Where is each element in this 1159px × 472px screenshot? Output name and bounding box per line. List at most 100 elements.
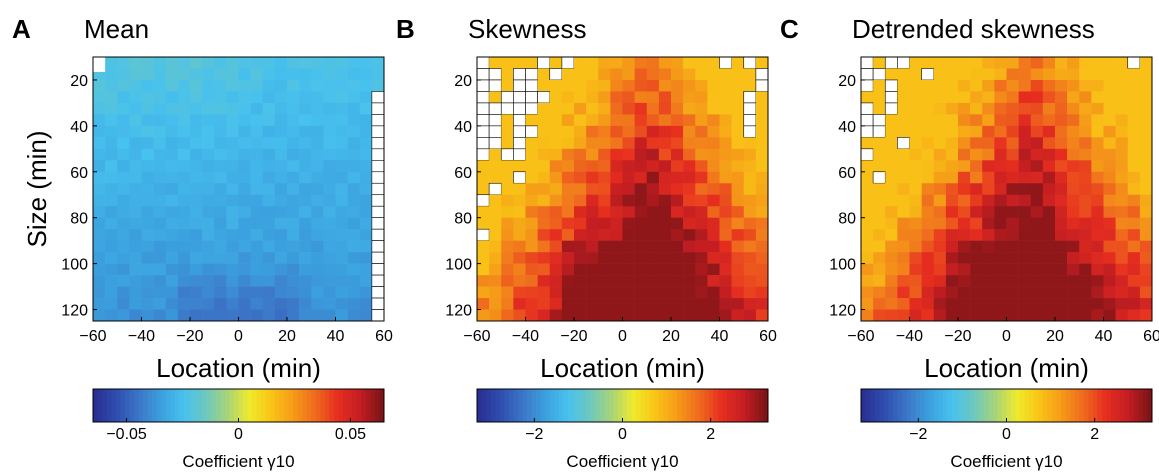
heatmap-cell [190, 286, 203, 299]
colorbar-segment [283, 389, 289, 422]
colorbar-segment [224, 389, 230, 422]
colorbar-segment [165, 389, 171, 422]
heatmap-cell [525, 114, 538, 127]
heatmap-cell [994, 286, 1007, 299]
heatmap-cell [274, 114, 288, 127]
heatmap-cell [299, 240, 312, 253]
heatmap-cell [525, 171, 538, 184]
heatmap-cell [743, 137, 757, 150]
heatmap-cell [634, 57, 648, 69]
heatmap-cell [202, 298, 215, 310]
heatmap-cell [274, 57, 288, 69]
heatmap-cell [335, 79, 348, 92]
heatmap-cell [141, 240, 154, 253]
heatmap-cell [658, 137, 672, 150]
heatmap-cell [658, 114, 672, 127]
y-tick-label: 60 [838, 165, 856, 182]
colorbar-segment [374, 389, 380, 422]
heatmap-cell [226, 298, 239, 310]
heatmap-cell [117, 286, 130, 299]
heatmap-cell [634, 183, 648, 196]
heatmap-cell [129, 286, 142, 299]
heatmap-cell [610, 68, 623, 81]
heatmap-cell [202, 309, 215, 322]
y-tick-label: 20 [838, 73, 856, 90]
heatmap-cell [958, 275, 971, 287]
heatmap-cell [1006, 57, 1019, 69]
heatmap-cell [861, 229, 874, 241]
heatmap-cell [323, 263, 336, 276]
heatmap-cell [177, 79, 191, 92]
colorbar-segment [627, 389, 632, 422]
heatmap-cell [897, 286, 910, 299]
heatmap-cell [501, 240, 514, 253]
heatmap-cell [958, 229, 971, 241]
heatmap-cell [537, 114, 551, 127]
heatmap-cell [921, 57, 935, 69]
heatmap-cell [658, 148, 672, 161]
heatmap-cell [287, 91, 300, 104]
heatmap-cell [1042, 298, 1056, 310]
heatmap-cell [299, 137, 312, 150]
heatmap-cell [933, 263, 947, 276]
heatmap-cell [477, 206, 490, 218]
heatmap-cell [238, 252, 251, 264]
heatmap-cell [287, 183, 300, 196]
heatmap-cell [994, 240, 1007, 253]
heatmap-cell [190, 229, 203, 241]
heatmap-cell [311, 206, 324, 218]
heatmap-cell [1127, 102, 1141, 115]
heatmap-cell [897, 206, 910, 218]
heatmap-cell [1067, 206, 1080, 218]
heatmap-cell [1139, 229, 1153, 241]
heatmap-cell [347, 160, 361, 173]
colorbar-segment [622, 389, 628, 422]
heatmap-cell [274, 206, 288, 218]
heatmap-cell [958, 240, 971, 253]
empty-cell [371, 102, 385, 115]
heatmap-cell [226, 114, 239, 127]
heatmap-cell [658, 68, 672, 81]
heatmap-cell [598, 240, 611, 253]
heatmap-cell [274, 275, 288, 287]
heatmap-cell [586, 125, 599, 138]
heatmap-cell [982, 275, 995, 287]
heatmap-cell [885, 240, 898, 253]
heatmap-cell [117, 160, 130, 173]
heatmap-cell [117, 240, 130, 253]
heatmap-cell [93, 183, 106, 196]
heatmap-cell [129, 240, 142, 253]
heatmap-cell [214, 298, 227, 310]
colorbar-segment [865, 389, 871, 422]
heatmap-cell [622, 102, 635, 115]
heatmap-cell [1115, 252, 1129, 264]
heatmap-cell [921, 183, 935, 196]
heatmap-cell [646, 217, 660, 230]
heatmap-cell [933, 160, 947, 173]
x-tick-label: 0 [618, 328, 627, 345]
heatmap-cell [226, 125, 239, 138]
heatmap-cell [537, 275, 551, 287]
colorbar-segment [238, 389, 244, 422]
heatmap-cell [347, 194, 361, 207]
heatmap-cell [958, 183, 971, 196]
heatmap-cell [153, 252, 167, 264]
heatmap-cell [165, 263, 179, 276]
heatmap-cell [359, 160, 373, 173]
heatmap-cell [731, 263, 745, 276]
colorbar-segment [988, 389, 994, 422]
heatmap-cell [477, 298, 490, 310]
heatmap-cell [537, 240, 551, 253]
heatmap-cell [719, 102, 732, 115]
heatmap-cell [897, 125, 910, 138]
heatmap-cell [646, 68, 660, 81]
heatmap-cell [105, 57, 118, 69]
heatmap-cell [586, 309, 599, 322]
heatmap-cell [610, 298, 623, 310]
colorbar-segment [1124, 389, 1130, 422]
heatmap-cell [274, 125, 288, 138]
heatmap-cell [117, 57, 130, 69]
heatmap-cell [1127, 309, 1141, 322]
heatmap-cell [561, 263, 575, 276]
heatmap-cell [549, 275, 563, 287]
